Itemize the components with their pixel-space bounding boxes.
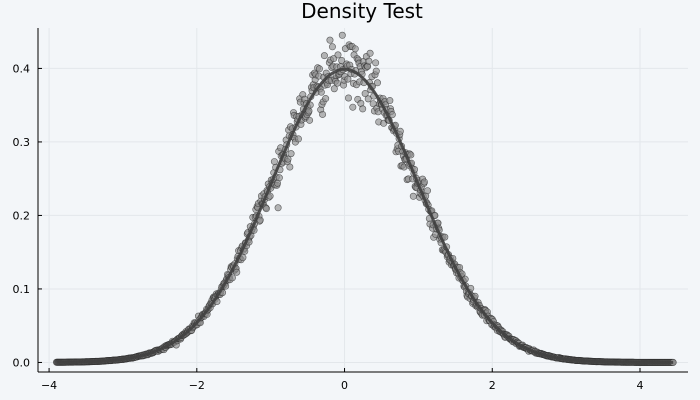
x-tick-label: −4 <box>41 379 57 392</box>
axes: −4 −2 0 2 4 0.0 0.1 0.2 0.3 0.4 <box>13 28 688 392</box>
scatter-point <box>275 174 283 182</box>
y-tick-label: 0.2 <box>13 209 31 222</box>
scatter-point <box>386 97 394 105</box>
scatter-point <box>424 187 432 195</box>
scatter-point <box>319 110 327 118</box>
scatter-point <box>306 116 314 124</box>
scatter-point <box>359 105 367 113</box>
scatter-point <box>344 75 352 83</box>
scatter-point <box>334 51 342 59</box>
scatter-point <box>372 59 380 67</box>
x-tick-label: 2 <box>489 379 496 392</box>
scatter-point <box>326 36 334 44</box>
scatter-point <box>351 45 359 53</box>
scatter-point <box>338 56 346 64</box>
scatter-point <box>286 163 294 171</box>
y-tick-label: 0.3 <box>13 136 31 149</box>
scatter-point <box>344 94 352 102</box>
scatter-point <box>373 79 381 87</box>
y-tick-label: 0.4 <box>13 62 31 75</box>
scatter-point <box>361 90 369 98</box>
scatter-point <box>409 192 417 200</box>
density-curve <box>56 67 674 364</box>
scatter-point <box>284 155 292 163</box>
scatter-point <box>372 67 380 75</box>
scatter-point <box>315 65 323 73</box>
scatter-point <box>333 79 341 87</box>
scatter-point <box>365 57 373 65</box>
y-tick-label: 0.1 <box>13 283 31 296</box>
y-tick-label: 0.0 <box>13 356 31 369</box>
chart-title: Density Test <box>301 0 423 23</box>
scatter-point <box>328 43 336 51</box>
scatter-point <box>407 151 415 159</box>
scatter-point <box>349 103 357 111</box>
x-tick-label: −2 <box>189 379 205 392</box>
x-tick-label: 4 <box>636 379 643 392</box>
scatter-point <box>330 85 338 93</box>
x-tick-label: 0 <box>341 379 348 392</box>
scatter-point <box>317 88 325 96</box>
scatter-point <box>233 268 241 276</box>
scatter-point <box>364 95 372 103</box>
density-curve-layer <box>56 67 674 364</box>
scatter-point <box>262 205 270 213</box>
scatter-point <box>294 135 302 143</box>
scatter-point <box>287 150 295 158</box>
scatter-point <box>420 178 428 186</box>
scatter-point <box>338 31 346 39</box>
scatter-point <box>322 95 330 103</box>
scatter-point <box>366 49 374 57</box>
scatter-point <box>270 158 278 166</box>
scatter-point <box>274 204 282 212</box>
scatter-point <box>396 127 404 135</box>
scatter-point <box>305 107 313 115</box>
scatter-point <box>320 52 328 60</box>
scatter-point <box>388 111 396 119</box>
